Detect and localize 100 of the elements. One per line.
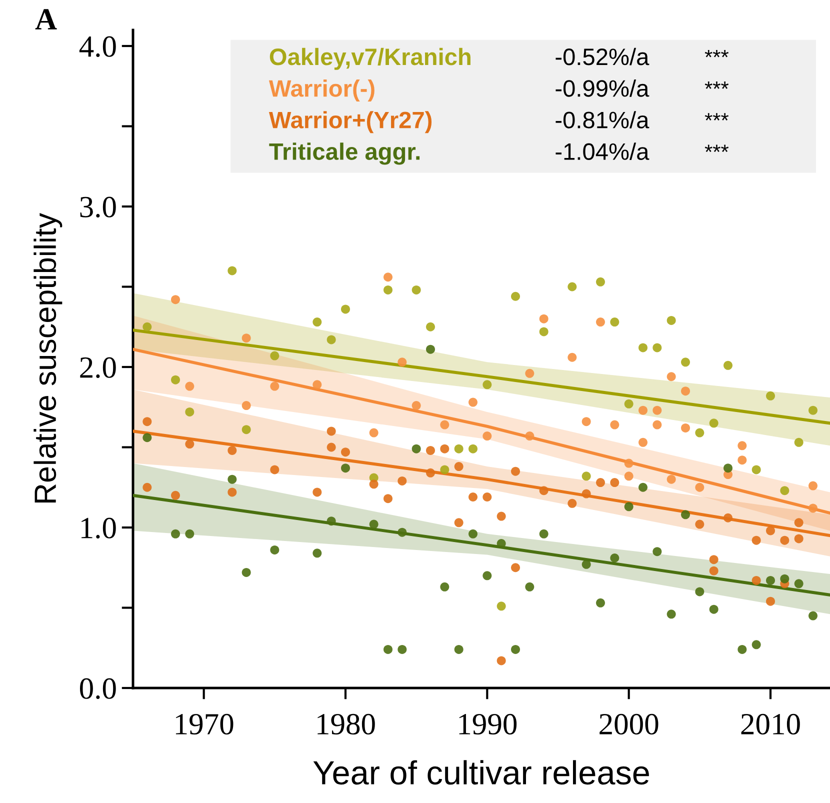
point [454,518,464,528]
point [610,478,620,488]
point [326,335,336,344]
text: Oakley,v7/Kranich [270,48,470,70]
point [185,440,194,449]
point [496,602,506,611]
y-tick-label: 1.0 [82,518,116,539]
x-tick-label: 1980 [318,714,375,735]
x-tick-label: 1970 [176,714,234,735]
point [794,579,804,588]
point [652,420,662,430]
annotation: *** [704,144,729,152]
point [312,380,322,390]
point [185,529,194,538]
point [666,610,676,619]
point [412,444,421,454]
point [738,644,747,654]
point [638,343,648,352]
point [384,644,392,654]
point [426,468,435,478]
y-axis-title: Relative susceptibility [34,212,62,503]
point [341,464,350,473]
point [610,318,620,327]
point [426,344,435,354]
point [525,432,534,441]
point [695,587,704,596]
point [142,433,152,442]
point [440,465,450,474]
point [624,472,634,481]
point [695,428,704,438]
point [228,488,237,497]
point [482,380,492,390]
point [766,526,775,536]
point [638,438,648,447]
point [539,529,548,538]
point [312,318,322,327]
point [624,458,634,468]
text: Warrior(-) [268,79,374,102]
point [482,571,492,580]
point [808,504,818,513]
point [398,476,407,486]
point [596,478,605,488]
point [624,399,634,408]
text: A [35,9,57,30]
point [681,423,690,432]
point [270,382,280,391]
point [681,358,690,367]
x-axis-title: Year of cultivar release [313,760,649,785]
point [482,492,492,502]
point [525,368,534,378]
point [808,481,818,490]
point [384,494,392,504]
point [766,391,775,400]
point [142,482,152,492]
point [454,644,464,654]
point [624,502,634,512]
point [610,553,620,562]
point [596,277,605,286]
point [440,582,450,592]
point [412,401,421,410]
point [426,446,435,455]
point [468,398,478,407]
x-tick-label: 1990 [459,714,517,735]
point [568,498,577,508]
point [468,529,478,538]
point [412,285,421,294]
point [638,406,648,415]
annotation: -0.81%/a [556,111,650,128]
point [326,516,336,526]
point [341,304,350,314]
point [780,486,790,496]
point [738,456,747,465]
point [242,425,251,434]
point [539,314,548,324]
point [369,520,378,529]
text: Warrior+(Yr27) [268,111,432,134]
point [242,334,251,343]
annotation: -0.99%/a [556,79,650,97]
point [511,466,520,476]
point [709,418,718,428]
point [440,420,450,430]
point [440,444,450,454]
point [666,316,676,325]
point [228,474,237,484]
point [596,318,605,327]
y-tick-label: 0.0 [80,678,116,700]
point [794,518,804,528]
point [780,536,790,545]
point [398,528,407,537]
point [468,444,478,454]
point [398,644,407,654]
annotation: -1.04%/a [556,142,650,160]
point [794,438,804,447]
point [511,292,520,301]
point [794,534,804,544]
point [369,428,378,438]
point [652,406,662,415]
point [695,520,704,529]
point [709,604,718,614]
point [568,282,577,292]
